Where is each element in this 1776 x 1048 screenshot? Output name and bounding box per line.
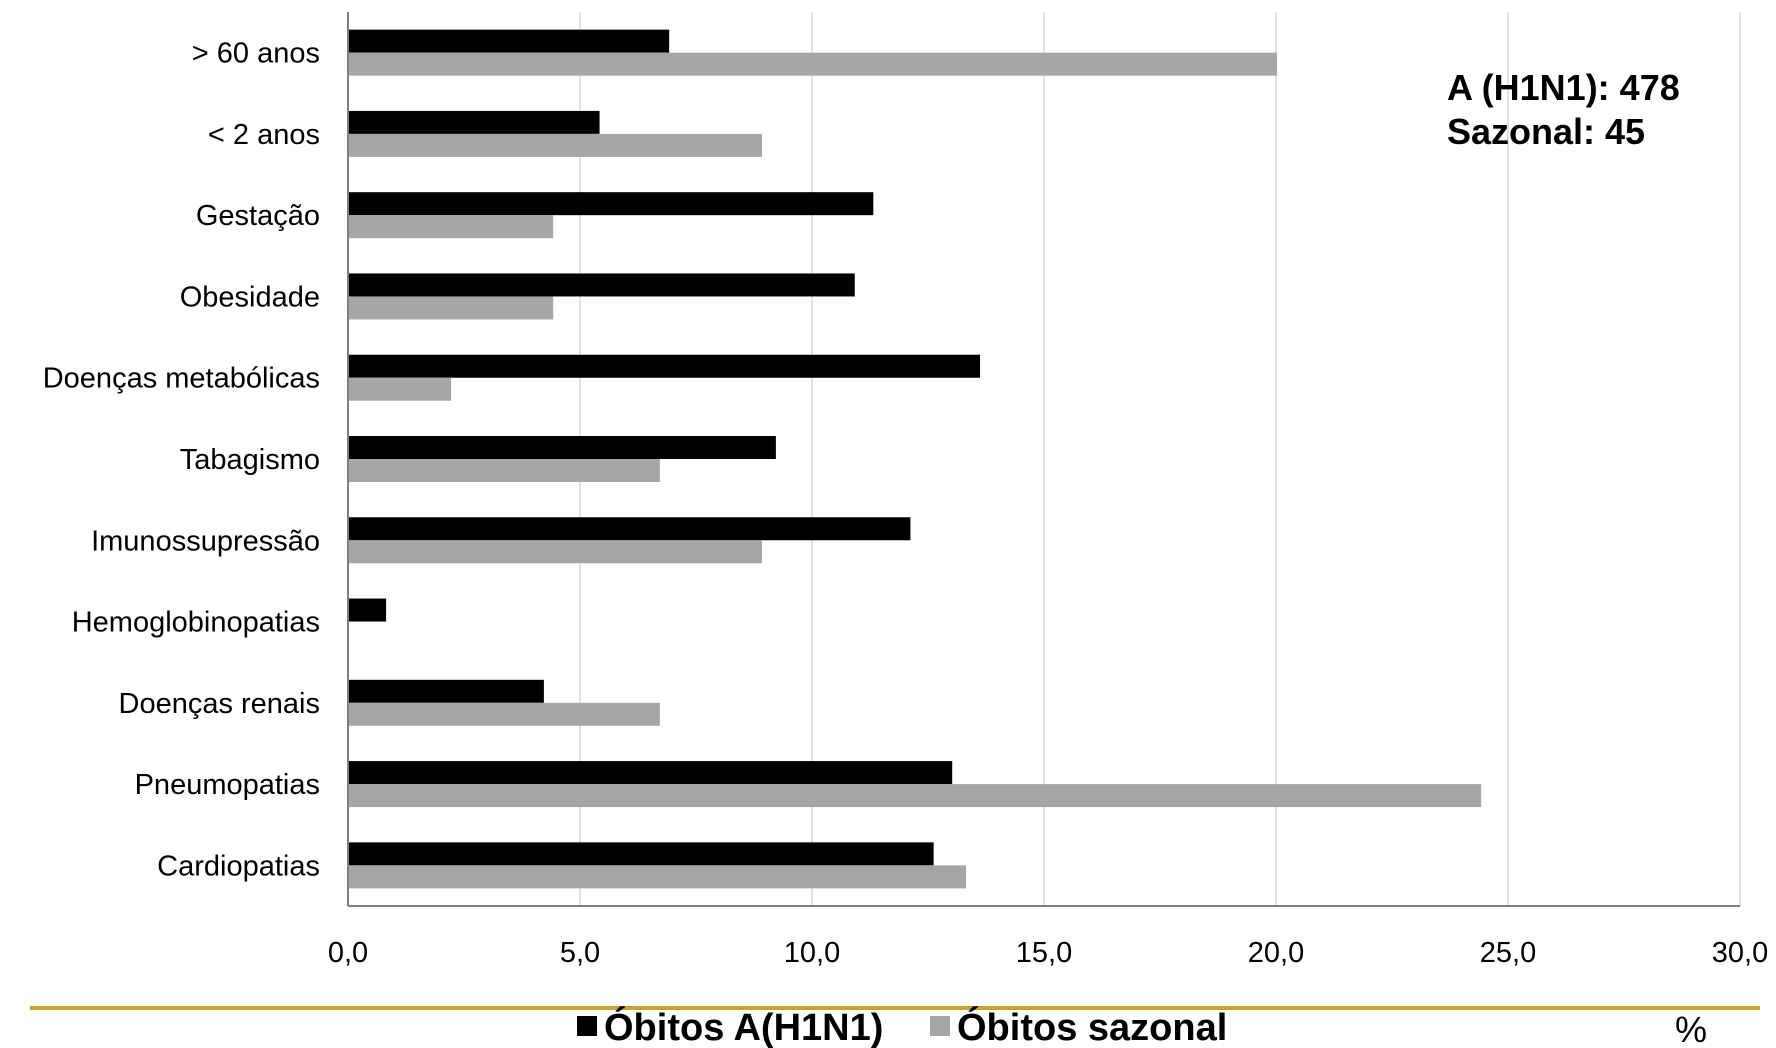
bar-h1n1 xyxy=(349,29,670,53)
bars xyxy=(349,29,1482,889)
category-label: Gestação xyxy=(196,200,320,232)
legend-swatch-sazonal xyxy=(930,1016,950,1036)
bar-h1n1 xyxy=(349,517,911,541)
unit-label: % xyxy=(1675,1009,1707,1048)
category-label: Obesidade xyxy=(180,281,320,313)
bar-h1n1 xyxy=(349,110,600,134)
bar-sazonal xyxy=(349,702,660,726)
category-labels: > 60 anos < 2 anos Gestação Obesidade Doença… xyxy=(43,38,320,883)
bar-h1n1 xyxy=(349,354,981,378)
category-label: < 2 anos xyxy=(208,119,320,151)
x-tick-label: 0,0 xyxy=(328,937,368,969)
category-label: Hemoglobinopatias xyxy=(72,607,320,639)
category-label: Imunossupressão xyxy=(91,525,320,557)
bar-h1n1 xyxy=(349,679,544,703)
legend-label-h1n1: Óbitos A(H1N1) xyxy=(604,1005,883,1048)
bar-h1n1 xyxy=(349,273,855,297)
bar-sazonal xyxy=(349,215,554,239)
bar-h1n1 xyxy=(349,761,953,785)
legend-swatch-h1n1 xyxy=(577,1016,597,1036)
bar-sazonal xyxy=(349,540,762,564)
x-tick-label: 20,0 xyxy=(1248,937,1304,969)
annotation-line-1: A (H1N1): 478 xyxy=(1447,67,1680,108)
bar-h1n1 xyxy=(349,436,776,459)
bar-sazonal xyxy=(349,784,1482,808)
x-tick-label: 25,0 xyxy=(1480,937,1536,969)
legend-label-sazonal: Óbitos sazonal xyxy=(957,1005,1227,1048)
x-tick-label: 30,0 xyxy=(1712,937,1768,969)
category-label: Cardiopatias xyxy=(157,850,320,882)
category-label: > 60 anos xyxy=(192,38,320,70)
bar-sazonal xyxy=(349,296,554,320)
x-tick-label: 10,0 xyxy=(784,937,840,969)
bar-h1n1 xyxy=(349,598,387,622)
legend: Óbitos A(H1N1) Óbitos sazonal xyxy=(577,1005,1227,1048)
annotation-line-2: Sazonal: 45 xyxy=(1447,111,1645,152)
x-tick-label: 5,0 xyxy=(560,937,600,969)
bar-h1n1 xyxy=(349,842,934,866)
x-tick-labels: 0,0 5,0 10,0 15,0 20,0 25,0 30,0 xyxy=(328,937,1768,969)
category-label: Doenças renais xyxy=(119,688,321,720)
bar-sazonal xyxy=(349,377,452,401)
x-tick-label: 15,0 xyxy=(1016,937,1072,969)
grid-lines xyxy=(579,12,1741,906)
bar-sazonal xyxy=(349,133,762,157)
category-label: Pneumopatias xyxy=(135,769,320,801)
bar-sazonal xyxy=(349,52,1277,76)
bar-h1n1 xyxy=(349,192,874,216)
bar-sazonal xyxy=(349,865,967,889)
category-label: Tabagismo xyxy=(180,444,320,476)
category-label: Doenças metabólicas xyxy=(43,363,320,395)
bar-sazonal xyxy=(349,459,660,482)
